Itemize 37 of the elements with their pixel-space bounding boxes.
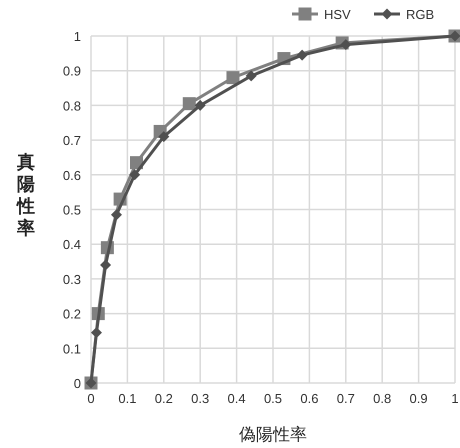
y-tick-label: 1 bbox=[74, 29, 81, 44]
y-tick-label: 0.7 bbox=[62, 133, 81, 148]
y-tick-label: 0.8 bbox=[62, 98, 81, 114]
point bbox=[194, 100, 206, 111]
x-tick-label: 1 bbox=[451, 391, 459, 406]
y-tick-label: 0.4 bbox=[62, 237, 81, 252]
y-axis-title: 真陽性率 bbox=[16, 152, 35, 238]
x-tick-label: 0.1 bbox=[118, 391, 136, 406]
point bbox=[110, 209, 122, 220]
legend-label: RGB bbox=[406, 7, 434, 22]
x-tick-label: 0.3 bbox=[191, 391, 210, 406]
legend-label: HSV bbox=[324, 7, 352, 22]
x-tick-label: 0.6 bbox=[300, 391, 318, 406]
point bbox=[226, 71, 240, 84]
y-tick-label: 0.2 bbox=[62, 306, 81, 322]
x-tick-label: 0.2 bbox=[154, 391, 173, 406]
point bbox=[296, 50, 308, 61]
y-tick-label: 0.5 bbox=[62, 202, 81, 218]
point bbox=[246, 70, 257, 82]
point bbox=[158, 131, 170, 142]
point bbox=[90, 327, 102, 338]
x-axis-title: 偽陽性率 bbox=[239, 425, 307, 444]
y-tick-label: 0.1 bbox=[62, 341, 81, 356]
x-tick-label: 0.7 bbox=[336, 391, 355, 406]
point bbox=[340, 39, 352, 50]
y-tick-label: 0.9 bbox=[62, 64, 81, 79]
x-tick-label: 0.8 bbox=[373, 391, 392, 406]
y-tick-label: 0 bbox=[74, 376, 81, 391]
x-tick-label: 0.9 bbox=[410, 391, 428, 406]
point bbox=[100, 260, 112, 271]
point bbox=[182, 97, 196, 110]
x-tick-label: 0.5 bbox=[264, 391, 282, 406]
y-tick-label: 0.6 bbox=[62, 168, 81, 183]
x-tick-label: 0 bbox=[87, 391, 95, 406]
y-tick-label: 0.3 bbox=[62, 272, 81, 287]
x-tick-label: 0.4 bbox=[228, 391, 246, 406]
point bbox=[129, 169, 140, 180]
